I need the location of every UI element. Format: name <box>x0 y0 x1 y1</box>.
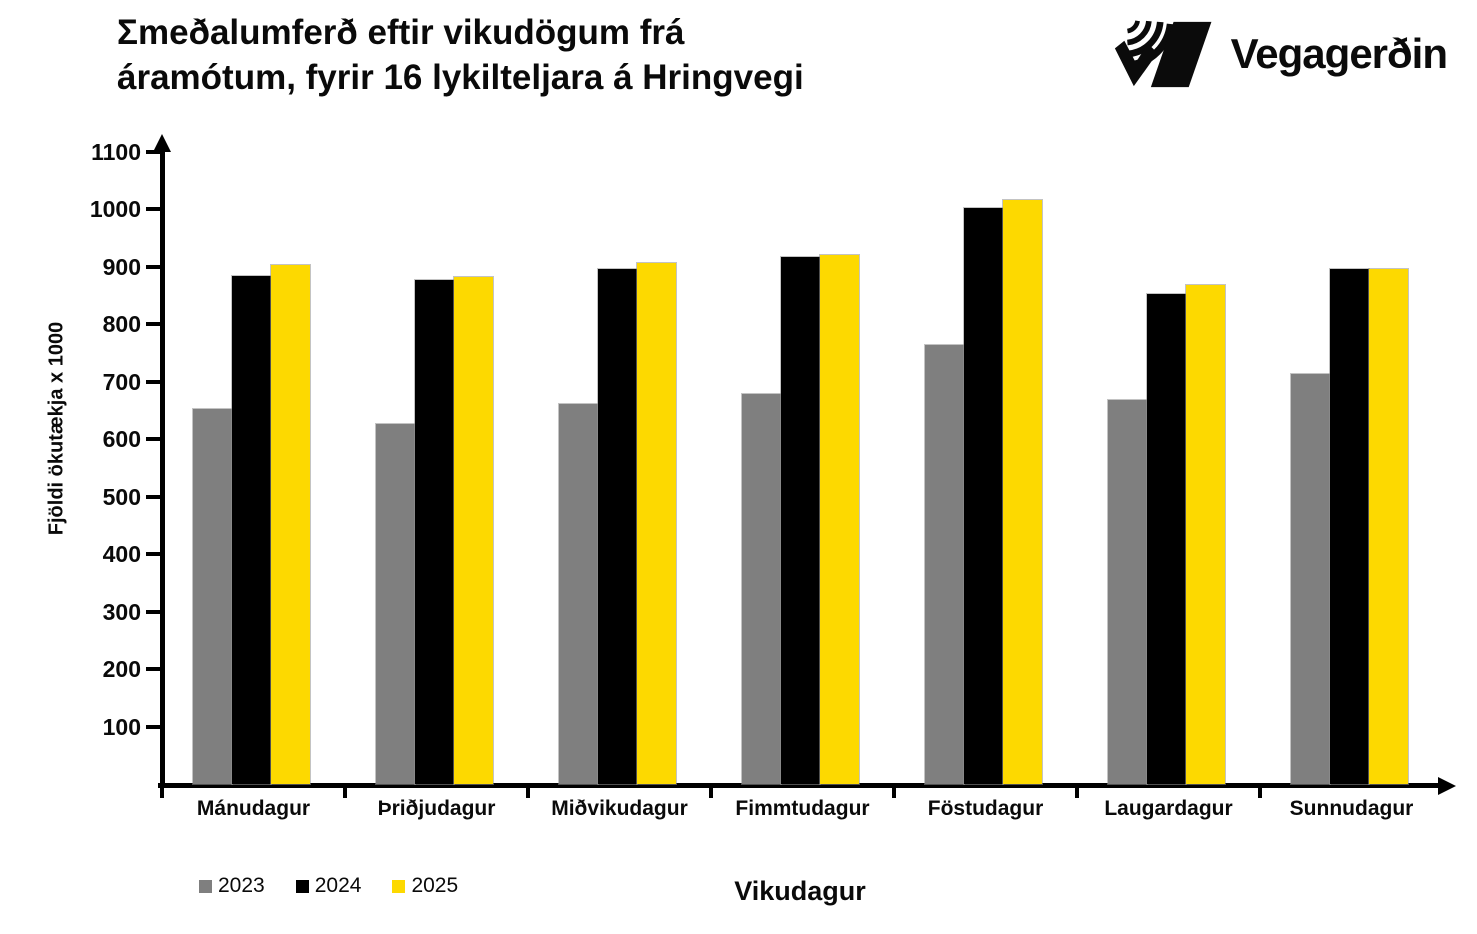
x-axis <box>158 783 1440 788</box>
legend-swatch-icon-2023 <box>199 879 212 893</box>
bar-2024-laugardagur <box>1147 294 1186 784</box>
chart-title-line2: áramótum, fyrir 16 lykilteljara á Hringv… <box>117 58 804 97</box>
legend-swatch-icon-2025 <box>392 879 406 893</box>
bar-2024-miðvikudagur <box>598 269 637 784</box>
x-tick-mark <box>892 783 896 798</box>
y-tick-label: 800 <box>102 311 141 338</box>
y-tick-mark <box>146 609 160 614</box>
y-axis-arrow-icon <box>153 134 171 152</box>
y-tick-label: 400 <box>102 541 141 568</box>
vegagerdin-logo: Vegagerðin <box>1113 18 1448 90</box>
chart-title: Σmeðalumferð eftir vikudögum frá áramótu… <box>117 10 804 100</box>
chart-title-line1: Σmeðalumferð eftir vikudögum frá <box>117 13 685 52</box>
legend-label-2025: 2025 <box>411 874 459 897</box>
y-tick-label: 600 <box>102 426 141 453</box>
x-tick-mark <box>1075 783 1079 798</box>
y-tick-mark <box>146 724 160 729</box>
bar-2023-mánudagur <box>193 409 232 784</box>
x-category-label: Þriðjudagur <box>377 797 496 820</box>
bar-2025-laugardagur <box>1186 285 1225 784</box>
y-axis <box>160 148 165 788</box>
legend-label-2024: 2024 <box>314 874 362 897</box>
y-tick-mark <box>146 437 160 442</box>
x-category-label: Miðvikudagur <box>551 797 688 820</box>
bar-2023-þriðjudagur <box>376 424 415 784</box>
bar-2023-laugardagur <box>1108 400 1147 784</box>
bar-2025-sunnudagur <box>1369 269 1408 784</box>
y-tick-mark <box>146 207 160 212</box>
legend-item-2025: 2025 <box>392 874 458 898</box>
legend-label-2023: 2023 <box>218 874 265 897</box>
x-category-label: Sunnudagur <box>1289 797 1414 820</box>
bar-2023-föstudagur <box>925 345 964 784</box>
y-tick-mark <box>146 379 160 384</box>
x-category-label: Mánudagur <box>196 797 311 820</box>
x-tick-mark <box>160 783 164 798</box>
y-tick-label: 1000 <box>89 196 141 223</box>
legend-swatch-icon-2024 <box>295 879 309 893</box>
bar-2023-fimmtudagur <box>742 394 781 784</box>
y-tick-label: 100 <box>102 713 141 740</box>
x-tick-mark <box>1258 783 1262 798</box>
y-tick-mark <box>146 150 160 154</box>
x-tick-mark <box>709 783 713 798</box>
y-tick-mark <box>146 264 160 269</box>
bar-2023-miðvikudagur <box>559 404 598 784</box>
y-tick-label: 500 <box>102 483 141 510</box>
x-tick-mark <box>526 783 530 798</box>
x-axis-title: Vikudagur <box>734 876 866 906</box>
y-tick-mark <box>146 552 160 557</box>
legend-item-2024: 2024 <box>295 874 362 898</box>
bar-2023-sunnudagur <box>1291 374 1330 784</box>
y-tick-label: 1100 <box>91 139 141 165</box>
bar-2025-fimmtudagur <box>820 255 859 784</box>
bar-2025-föstudagur <box>1003 200 1042 784</box>
bar-2025-miðvikudagur <box>637 263 676 784</box>
bar-2025-mánudagur <box>271 265 310 784</box>
bar-2024-mánudagur <box>232 276 271 784</box>
y-tick-label: 300 <box>102 598 141 625</box>
bar-2024-fimmtudagur <box>781 257 820 784</box>
y-tick-label: 900 <box>102 253 141 280</box>
bar-2024-sunnudagur <box>1330 269 1369 784</box>
y-tick-label: 200 <box>102 656 141 683</box>
x-axis-arrow-icon <box>1438 776 1456 795</box>
bar-2025-þriðjudagur <box>454 277 493 784</box>
y-tick-mark <box>146 322 160 327</box>
legend: 2023 2024 2025 <box>199 874 458 898</box>
legend-item-2023: 2023 <box>199 874 265 898</box>
bar-2024-föstudagur <box>964 208 1003 784</box>
y-tick-label: 700 <box>102 368 141 395</box>
vegagerdin-striped-road-icon <box>1114 20 1212 88</box>
y-tick-mark <box>146 494 160 499</box>
x-tick-mark <box>343 783 347 798</box>
logo-text: Vegagerðin <box>1230 30 1448 77</box>
x-category-label: Laugardagur <box>1104 797 1233 820</box>
x-category-label: Fimmtudagur <box>735 797 870 820</box>
x-category-label: Föstudagur <box>927 797 1044 820</box>
y-tick-mark <box>146 667 160 672</box>
bar-2024-þriðjudagur <box>415 280 454 784</box>
